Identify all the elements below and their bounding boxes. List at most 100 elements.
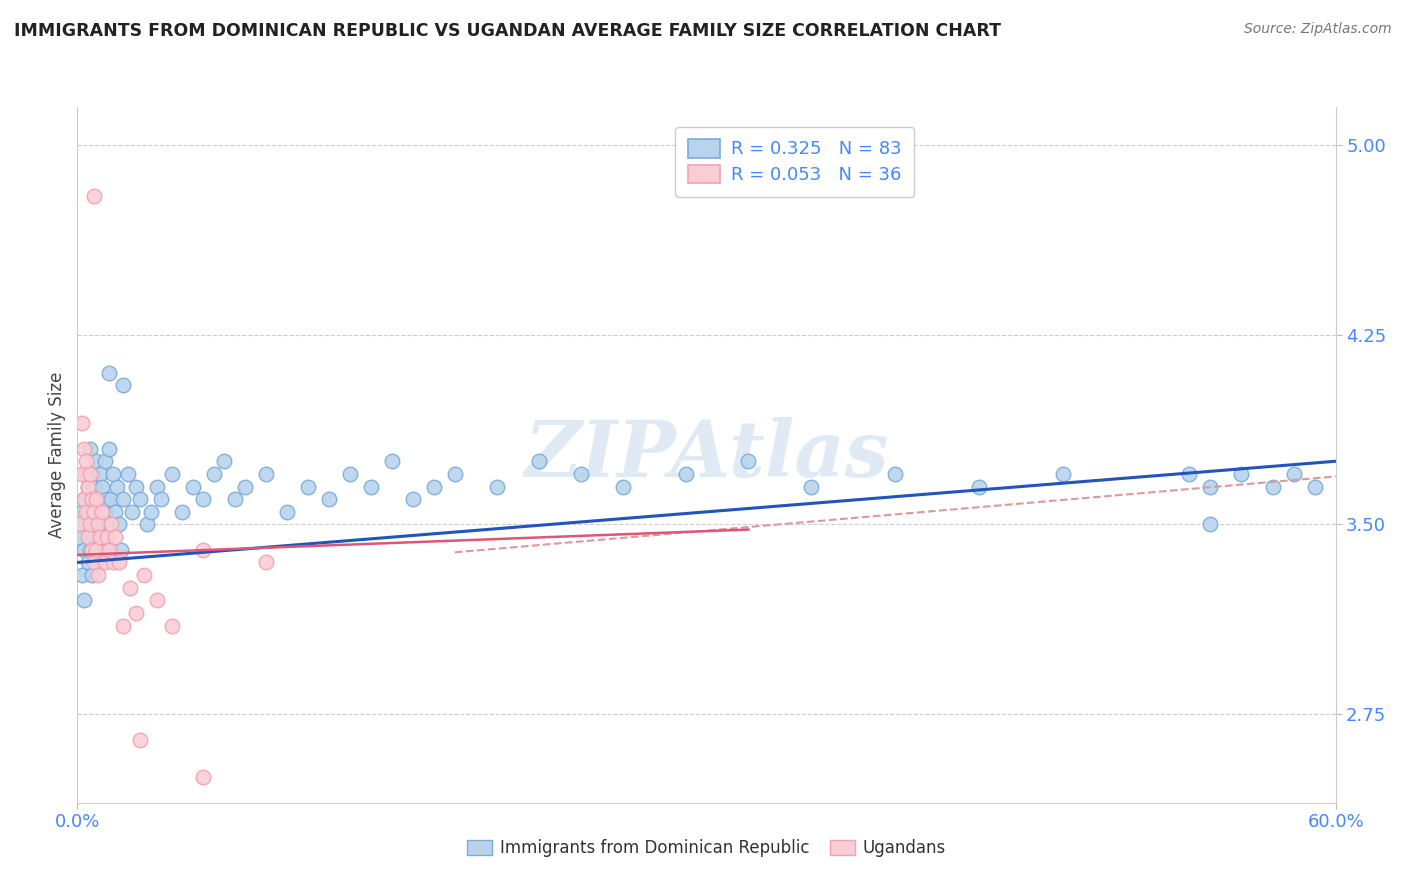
Point [79, 517, 101, 532]
Point [569, 467, 592, 481]
Point [967, 479, 990, 493]
Point [129, 732, 152, 747]
Point [72, 442, 94, 456]
Legend: Immigrants from Dominican Republic, Ugandans: Immigrants from Dominican Republic, Ugan… [460, 833, 953, 864]
Point [1199, 517, 1222, 532]
Point [89, 517, 111, 532]
Point [96, 492, 118, 507]
Point [89, 467, 111, 481]
Point [423, 479, 446, 493]
Point [93, 556, 115, 570]
Point [76, 479, 98, 493]
Point [72, 542, 94, 557]
Point [1303, 479, 1326, 493]
Point [212, 454, 235, 468]
Point [87, 568, 110, 582]
Point [800, 479, 823, 493]
Point [79, 467, 101, 481]
Point [150, 492, 173, 507]
Point [84, 556, 107, 570]
Point [254, 467, 277, 481]
Point [67, 517, 90, 532]
Point [100, 492, 122, 507]
Point [70, 568, 93, 582]
Point [101, 556, 124, 570]
Point [1199, 479, 1222, 493]
Point [254, 556, 277, 570]
Point [139, 505, 162, 519]
Point [1178, 467, 1201, 481]
Point [112, 618, 135, 632]
Point [360, 479, 382, 493]
Point [96, 542, 118, 557]
Point [402, 492, 425, 507]
Point [84, 505, 107, 519]
Point [101, 467, 124, 481]
Point [318, 492, 340, 507]
Point [80, 568, 103, 582]
Point [76, 556, 98, 570]
Point [121, 505, 143, 519]
Point [70, 467, 93, 481]
Point [87, 517, 110, 532]
Point [96, 530, 118, 544]
Point [181, 479, 204, 493]
Point [76, 479, 98, 493]
Point [297, 479, 319, 493]
Point [97, 442, 120, 456]
Point [125, 479, 148, 493]
Point [70, 417, 93, 431]
Point [108, 517, 131, 532]
Point [172, 505, 194, 519]
Point [160, 618, 183, 632]
Point [381, 454, 404, 468]
Point [75, 454, 97, 468]
Point [117, 467, 139, 481]
Point [1052, 467, 1074, 481]
Point [83, 479, 105, 493]
Point [612, 479, 634, 493]
Point [72, 593, 94, 607]
Point [224, 492, 246, 507]
Point [1230, 467, 1253, 481]
Point [87, 542, 110, 557]
Point [100, 517, 122, 532]
Point [97, 517, 120, 532]
Point [80, 467, 103, 481]
Point [91, 530, 114, 544]
Point [83, 188, 105, 202]
Point [72, 492, 94, 507]
Point [83, 530, 105, 544]
Point [84, 454, 107, 468]
Point [1261, 479, 1284, 493]
Point [125, 606, 148, 620]
Point [75, 467, 97, 481]
Y-axis label: Average Family Size: Average Family Size [48, 372, 66, 538]
Point [233, 479, 256, 493]
Point [444, 467, 467, 481]
Point [104, 505, 127, 519]
Point [118, 581, 141, 595]
Point [87, 492, 110, 507]
Point [112, 378, 135, 392]
Point [110, 542, 132, 557]
Point [191, 492, 215, 507]
Point [79, 542, 101, 557]
Point [89, 530, 111, 544]
Point [67, 530, 90, 544]
Point [527, 454, 550, 468]
Point [112, 492, 135, 507]
Point [108, 556, 131, 570]
Point [104, 530, 127, 544]
Text: Source: ZipAtlas.com: Source: ZipAtlas.com [1244, 22, 1392, 37]
Point [72, 492, 94, 507]
Point [276, 505, 298, 519]
Point [146, 593, 169, 607]
Point [79, 442, 101, 456]
Point [339, 467, 361, 481]
Point [83, 505, 105, 519]
Point [97, 542, 120, 557]
Point [80, 542, 103, 557]
Point [83, 556, 105, 570]
Point [191, 542, 215, 557]
